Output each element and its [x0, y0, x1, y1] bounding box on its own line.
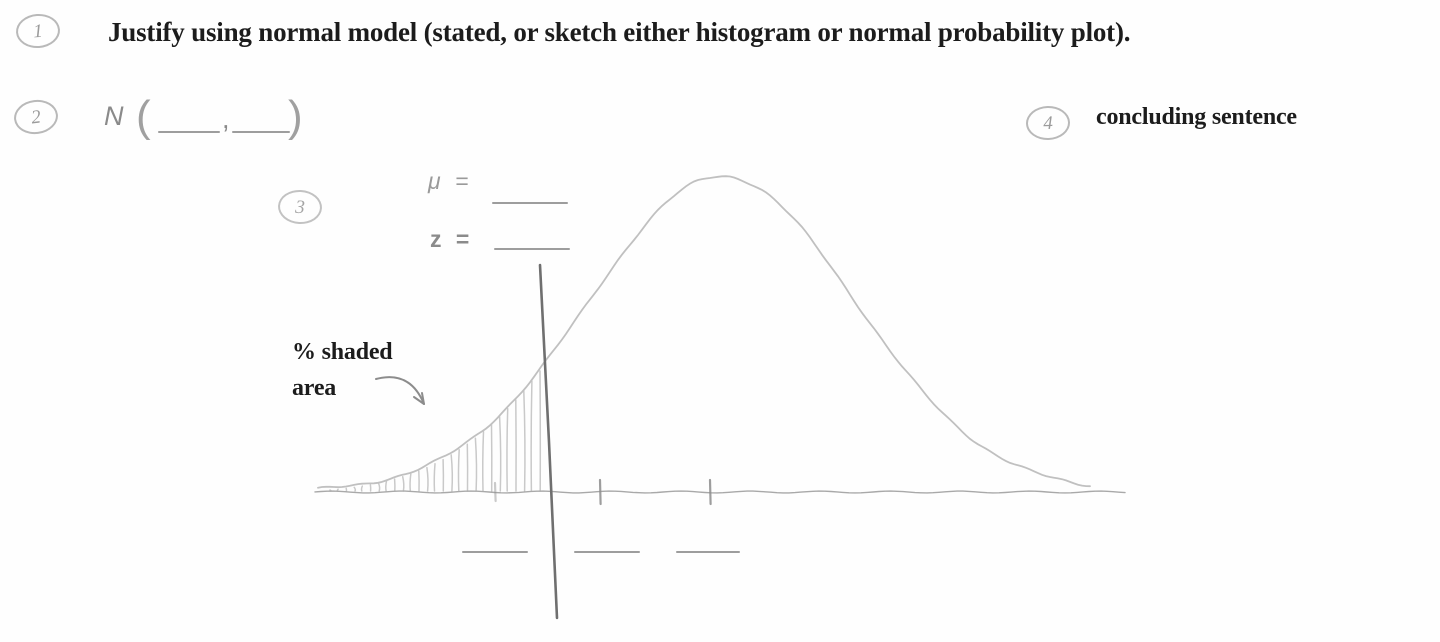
- hatch-line: [409, 473, 412, 492]
- hatch-line: [523, 390, 526, 492]
- answer-blank-1: [462, 551, 528, 553]
- normal-model-blank-sd: [232, 131, 290, 133]
- hatch-line: [530, 380, 533, 492]
- normal-model-blank-mean: [158, 131, 220, 133]
- normal-model-symbol: N: [104, 101, 124, 131]
- hatch-line: [336, 488, 339, 492]
- step-marker-4: 4: [1025, 105, 1071, 141]
- hatch-line: [353, 486, 357, 492]
- shaded-area-line-1: % shaded: [292, 339, 393, 365]
- normal-model-paren-close: ): [288, 92, 303, 141]
- hatch-line: [457, 449, 460, 492]
- step-marker-2: 2: [12, 97, 60, 137]
- mu-label: μ =: [428, 168, 473, 194]
- hatch-line: [360, 485, 364, 492]
- normal-model-comma: ,: [222, 104, 230, 134]
- hatch-line: [474, 437, 478, 492]
- cut-off-vertical-line: [538, 263, 559, 620]
- hatch-line: [450, 454, 454, 492]
- axis-tick: [598, 478, 602, 506]
- hatch-line: [426, 466, 429, 492]
- hatch-line: [401, 475, 405, 492]
- hatch-line: [433, 463, 436, 492]
- instruction-line-1: Justify using normal model (stated, or s…: [108, 17, 1131, 47]
- hatch-line: [329, 489, 332, 492]
- normal-density-curve: [317, 175, 1091, 489]
- normal-model-paren-open: (: [136, 92, 151, 141]
- hatch-line: [481, 430, 485, 492]
- hatch-line: [498, 416, 502, 492]
- axis-tick: [708, 478, 712, 506]
- shaded-area-annotation: % shaded area: [292, 334, 393, 406]
- answer-blank-2: [574, 551, 640, 553]
- answer-blank-3: [676, 551, 740, 553]
- hatch-line: [385, 480, 388, 492]
- axis-tick-marks: [493, 478, 712, 506]
- shaded-area-line-2: area: [292, 375, 337, 401]
- mu-value-blank: [492, 202, 568, 204]
- step-marker-3: 3: [277, 188, 323, 226]
- step-marker-1: 1: [14, 12, 62, 50]
- horizontal-axis: [314, 490, 1126, 494]
- hatch-line: [506, 407, 509, 492]
- z-label: z =: [430, 226, 474, 252]
- hatch-line: [377, 482, 381, 492]
- axis-tick: [493, 481, 497, 503]
- z-value-blank: [494, 248, 570, 250]
- concluding-sentence-label: concluding sentence: [1096, 104, 1297, 130]
